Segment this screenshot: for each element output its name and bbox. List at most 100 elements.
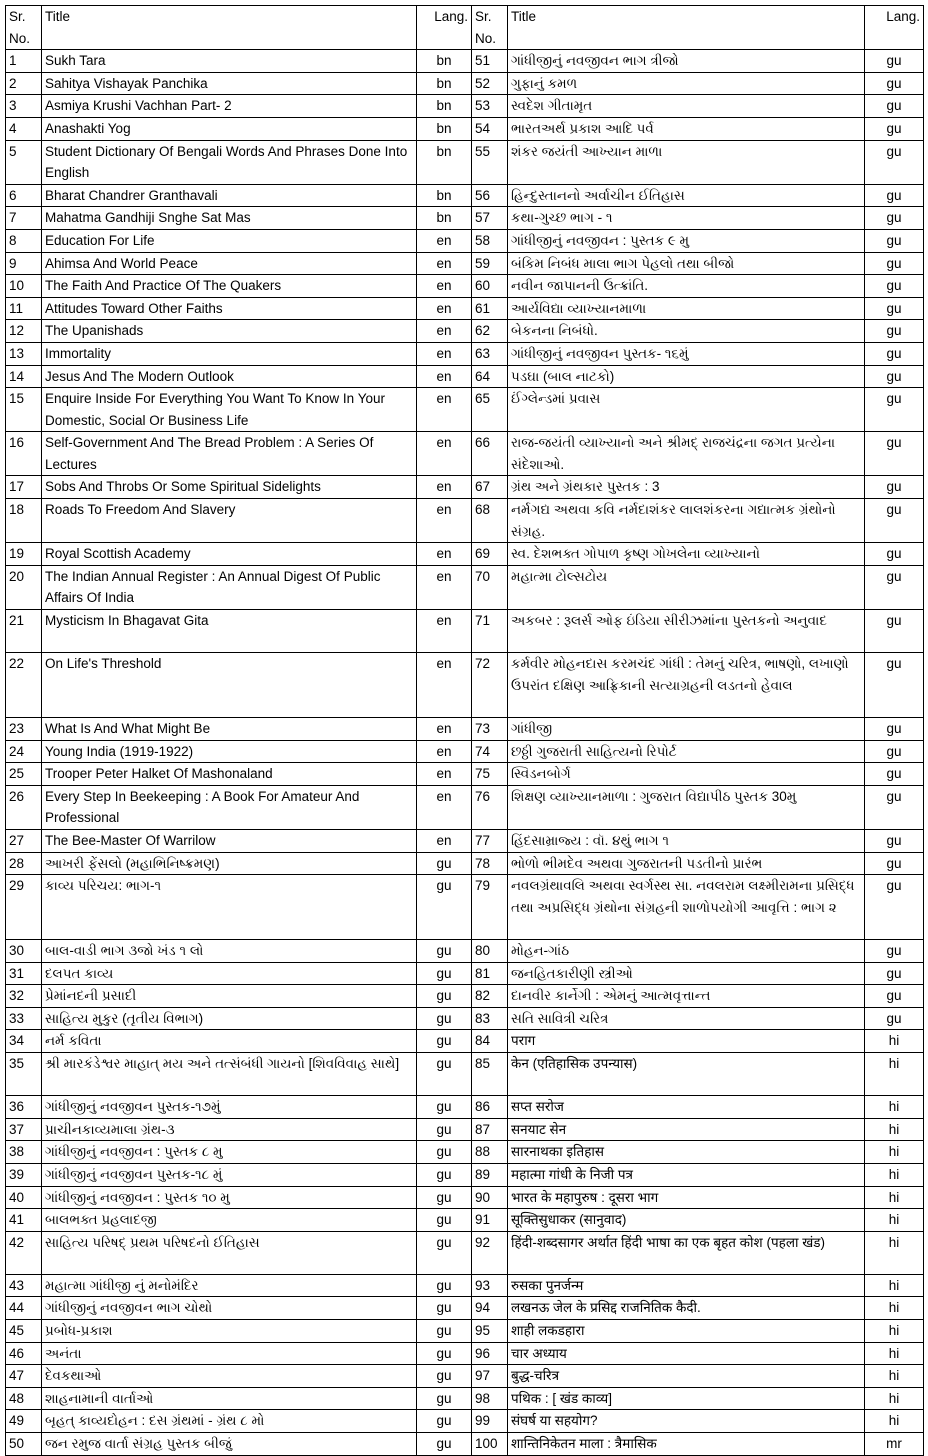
title-cell: અનંતા: [41, 1341, 417, 1366]
sr-cell: 85: [471, 1051, 508, 1097]
sr-cell: 8: [5, 228, 42, 253]
sr-cell: 15: [5, 387, 42, 433]
title-cell: Attitudes Toward Other Faiths: [41, 296, 417, 321]
lang-cell: gu: [864, 762, 924, 786]
sr-cell: 56: [471, 183, 508, 208]
table-row: 35 શ્રી મારકંડેશ્વર માહાત્ મય અને તત્સંબં…: [5, 1051, 924, 1097]
lang-cell: gu: [416, 1051, 472, 1097]
table-row: 17 Sobs And Throbs Or Some Spiritual Side…: [5, 475, 924, 500]
lang-cell: en: [416, 739, 472, 764]
lang-cell: hi: [864, 1029, 924, 1053]
sr-cell: 22: [5, 652, 42, 719]
title-cell: બાલભક્ત પ્રહલાદજી: [41, 1208, 417, 1232]
sr-cell: 3: [5, 94, 42, 118]
table-row: 12 The Upanishads en 62 બેકનના નિબંધો. gu: [5, 319, 924, 343]
sr-cell: 87: [471, 1117, 508, 1142]
lang-cell: gu: [864, 94, 924, 118]
sr-cell: 75: [471, 762, 508, 786]
title-cell: દલપત કાવ્ય: [41, 961, 417, 986]
table-row: 42 સાહિત્ય પરિષદ્ પ્રથમ પરિષદનો ઈતિહાસ gu 9…: [5, 1230, 924, 1275]
lang-cell: gu: [416, 1095, 472, 1119]
title-cell: ગાંધીજીનું નવજીવન પુસ્તક- ૧૬મું: [507, 341, 865, 366]
title-cell: ભારતઅર્થ પ્રકાશ આદિ પર્વ: [507, 116, 865, 141]
title-cell: કર્મવીર મોહનદાસ કરમચંદ ગાંધી : તેમનું ચર…: [507, 652, 865, 719]
lang-cell: bn: [416, 116, 472, 141]
sr-cell: 54: [471, 116, 508, 141]
title-cell: हिंदी-शब्दसागर अर्थात हिंदी भाषा का एक ब…: [507, 1230, 865, 1275]
lang-cell: gu: [416, 1140, 472, 1164]
sr-cell: 25: [5, 762, 42, 786]
lang-cell: mr: [864, 1432, 924, 1456]
lang-cell: hi: [864, 1230, 924, 1275]
sr-cell: 48: [5, 1386, 42, 1411]
sr-cell: 37: [5, 1117, 42, 1142]
sr-cell: 66: [471, 431, 508, 477]
title-cell: बुद्ध-चरित्र: [507, 1364, 865, 1388]
sr-cell: 4: [5, 116, 42, 141]
title-cell: What Is And What Might Be: [41, 717, 417, 741]
lang-cell: gu: [864, 49, 924, 73]
header-row: Sr. No. Title Lang. Sr. No. Title Lang.: [5, 4, 924, 51]
sr-cell: 38: [5, 1140, 42, 1164]
table-row: 1 Sukh Tara bn 51 ગાંધીજીનું નવજીવન ભાગ ત્રી…: [5, 49, 924, 73]
lang-cell: en: [416, 296, 472, 321]
lang-cell: gu: [864, 206, 924, 230]
sr-cell: 55: [471, 139, 508, 185]
lang-cell: bn: [416, 183, 472, 208]
sr-cell: 59: [471, 251, 508, 276]
table-row: 19 Royal Scottish Academy en 69 સ્વ. દેશભક્ત…: [5, 542, 924, 566]
title-cell: બેકનના નિબંધો.: [507, 319, 865, 343]
sr-cell: 94: [471, 1296, 508, 1321]
sr-cell: 36: [5, 1095, 42, 1119]
title-cell: સ્વ. દેશભક્ત ગોપાળ કૃષ્ણ ગોખલેના વ્યાખ્ય…: [507, 542, 865, 566]
table-row: 21 Mysticism In Bhagavat Gita en 71 અકબર : ર…: [5, 609, 924, 654]
title-cell: જન રમુજ વાર્તા સંગ્રહ પુસ્તક બીજું: [41, 1432, 417, 1456]
title-cell: ગાંધીજીનું નવજીવન પુસ્તક-૧૭મું: [41, 1095, 417, 1119]
sr-cell: 71: [471, 609, 508, 654]
lang-cell: gu: [416, 1386, 472, 1411]
title-cell: દાનવીર કાર્નેગી : એમનું આત્મવૃત્તાન્ત: [507, 984, 865, 1008]
title-cell: Education For Life: [41, 228, 417, 253]
lang-cell: hi: [864, 1140, 924, 1164]
sr-cell: 99: [471, 1409, 508, 1434]
header-title: Title: [41, 4, 417, 51]
table-row: 24 Young India (1919-1922) en 74 છઠ્ઠી ગુજરા…: [5, 739, 924, 764]
lang-cell: gu: [864, 717, 924, 741]
lang-cell: gu: [864, 475, 924, 500]
table-row: 25 Trooper Peter Halket Of Mashonaland en 7…: [5, 762, 924, 786]
sr-cell: 83: [471, 1006, 508, 1031]
sr-cell: 63: [471, 341, 508, 366]
sr-cell: 31: [5, 961, 42, 986]
lang-cell: gu: [864, 274, 924, 298]
sr-cell: 44: [5, 1296, 42, 1321]
title-cell: ભોળો ભીમદેવ અથવા ગુજરાતની પડતીનો પ્રારંભ: [507, 851, 865, 876]
sr-cell: 64: [471, 364, 508, 389]
sr-cell: 9: [5, 251, 42, 276]
sr-cell: 41: [5, 1208, 42, 1232]
table-row: 45 પ્રબોધ-પ્રકાશ gu 95 शाही लकडहारा hi: [5, 1319, 924, 1343]
lang-cell: gu: [864, 251, 924, 276]
sr-cell: 33: [5, 1006, 42, 1031]
sr-cell: 34: [5, 1029, 42, 1053]
title-cell: Ahimsa And World Peace: [41, 251, 417, 276]
lang-cell: gu: [864, 341, 924, 366]
table-row: 8 Education For Life en 58 ગાંધીજીનું નવજીવન…: [5, 228, 924, 253]
title-cell: ગાંધીજીનું નવજીવન : પુસ્તક ૧૦ મુ: [41, 1185, 417, 1210]
title-cell: सारनाथका इतिहास: [507, 1140, 865, 1164]
title-cell: છઠ્ઠી ગુજરાતી સાહિત્યનો રિપોર્ટ: [507, 739, 865, 764]
title-cell: શ્રી મારકંડેશ્વર માહાત્ મય અને તત્સંબંધી…: [41, 1051, 417, 1097]
table-row: 7 Mahatma Gandhiji Snghe Sat Mas bn 57 કથા-ગ…: [5, 206, 924, 230]
title-cell: Jesus And The Modern Outlook: [41, 364, 417, 389]
sr-cell: 6: [5, 183, 42, 208]
title-cell: શંકર જયંતી આખ્યાન માળા: [507, 139, 865, 185]
title-cell: આખરી ફેંસલો (મહાભિનિષ્ક્રમણ): [41, 851, 417, 876]
table-row: 39 ગાંધીજીનું નવજીવન પુસ્તક-૧૮ મું gu 89 महा…: [5, 1162, 924, 1187]
sr-cell: 79: [471, 874, 508, 940]
lang-cell: gu: [416, 1117, 472, 1142]
lang-cell: bn: [416, 71, 472, 96]
lang-cell: hi: [864, 1273, 924, 1298]
title-cell: શિક્ષણ વ્યાખ્યાનમાળા : ગુજરાત વિદ્યાપીઠ …: [507, 784, 865, 830]
sr-cell: 61: [471, 296, 508, 321]
title-cell: Mahatma Gandhiji Snghe Sat Mas: [41, 206, 417, 230]
title-cell: શાહનામાની વાર્તાઓ: [41, 1386, 417, 1411]
